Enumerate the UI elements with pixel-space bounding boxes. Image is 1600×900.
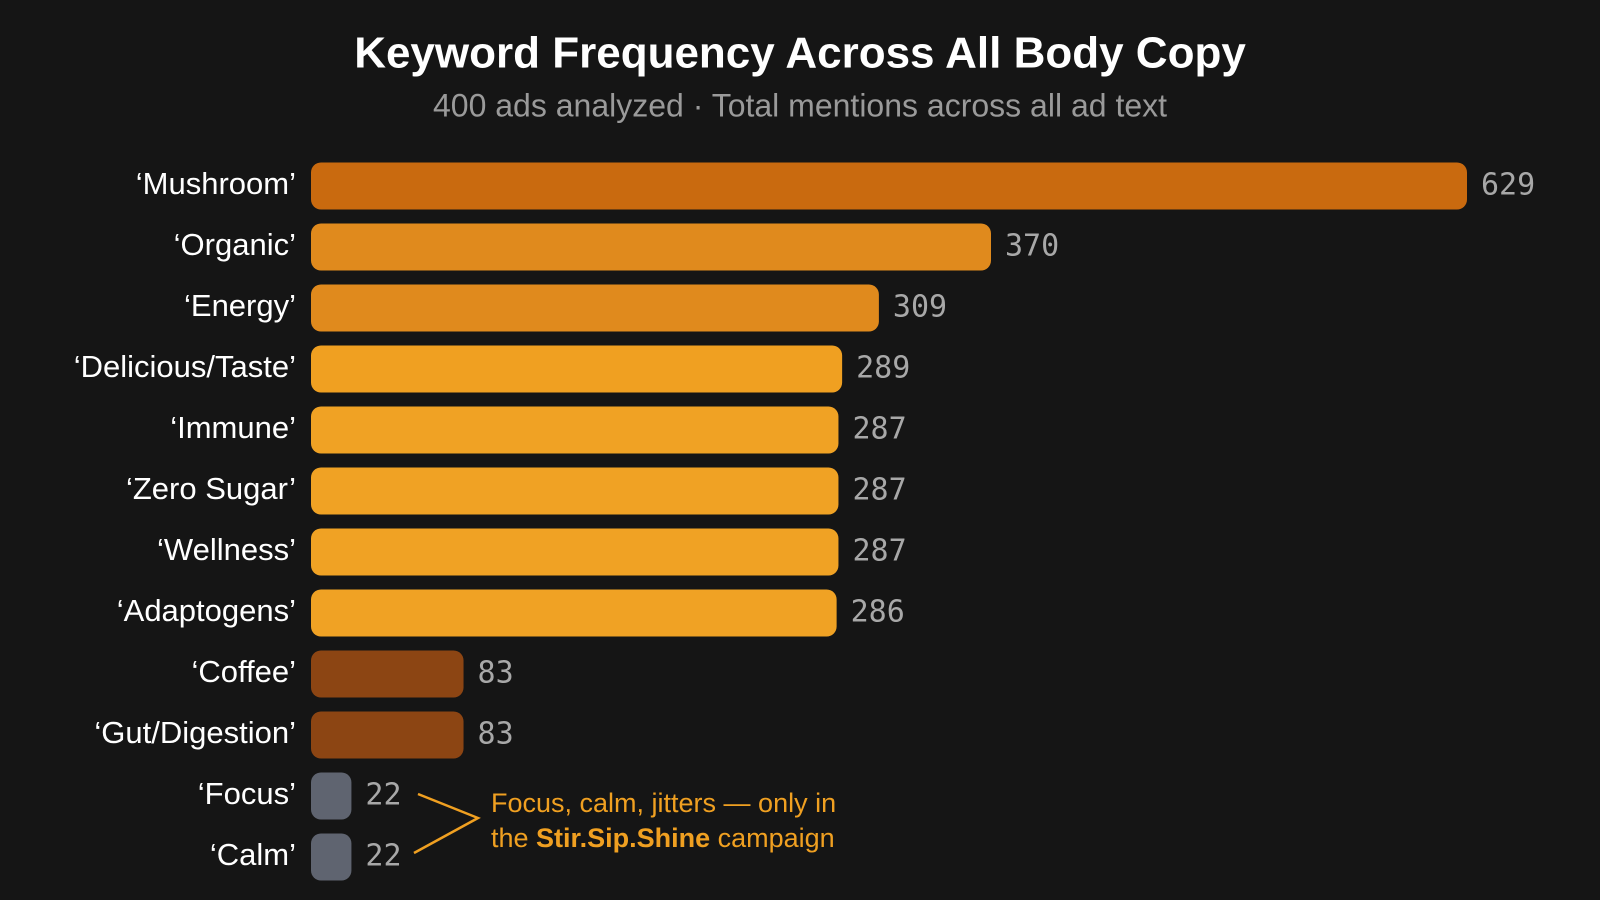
value-label: 83 bbox=[478, 717, 514, 752]
annotation-segment: Focus, calm, jitters — only in bbox=[491, 788, 836, 818]
category-label: ‘Gut/Digestion’ bbox=[94, 715, 296, 750]
chart-subtitle: 400 ads analyzed · Total mentions across… bbox=[433, 87, 1167, 123]
value-label: 370 bbox=[1005, 229, 1059, 264]
bar bbox=[311, 223, 991, 271]
category-label: ‘Immune’ bbox=[170, 410, 296, 445]
category-label: ‘Adaptogens’ bbox=[117, 593, 296, 628]
annotation-segment: Stir.Sip.Shine bbox=[536, 823, 710, 853]
value-label: 287 bbox=[852, 473, 906, 508]
value-label: 309 bbox=[893, 290, 947, 325]
category-label: ‘Mushroom’ bbox=[136, 166, 296, 201]
bar bbox=[311, 406, 839, 454]
annotation: Focus, calm, jitters — only in bbox=[491, 788, 836, 818]
value-label: 286 bbox=[851, 595, 905, 630]
bar bbox=[311, 284, 879, 332]
category-label: ‘Organic’ bbox=[174, 227, 296, 262]
bar bbox=[311, 772, 352, 820]
annotation-segment: campaign bbox=[710, 823, 835, 853]
bar bbox=[311, 467, 839, 515]
bar bbox=[311, 589, 837, 637]
bar bbox=[311, 345, 843, 393]
category-label: ‘Coffee’ bbox=[191, 654, 296, 689]
annotation: the Stir.Sip.Shine campaign bbox=[491, 823, 835, 853]
category-label: ‘Focus’ bbox=[198, 776, 296, 811]
value-label: 629 bbox=[1481, 168, 1535, 203]
bar bbox=[311, 711, 464, 759]
value-label: 287 bbox=[852, 534, 906, 569]
annotation-segment: the bbox=[491, 823, 536, 853]
category-label: ‘Energy’ bbox=[184, 288, 296, 323]
annotation-bracket bbox=[413, 792, 481, 855]
bar bbox=[311, 650, 464, 698]
value-label: 22 bbox=[365, 778, 401, 813]
category-label: ‘Calm’ bbox=[210, 837, 296, 872]
value-label: 289 bbox=[856, 351, 910, 386]
category-label: ‘Delicious/Taste’ bbox=[74, 349, 296, 384]
value-label: 22 bbox=[365, 839, 401, 874]
bar bbox=[311, 833, 352, 881]
value-label: 83 bbox=[478, 656, 514, 691]
bar bbox=[311, 528, 839, 576]
chart-title: Keyword Frequency Across All Body Copy bbox=[354, 29, 1246, 78]
bar bbox=[311, 162, 1467, 210]
category-label: ‘Wellness’ bbox=[157, 532, 296, 567]
value-label: 287 bbox=[852, 412, 906, 447]
category-label: ‘Zero Sugar’ bbox=[126, 471, 296, 506]
